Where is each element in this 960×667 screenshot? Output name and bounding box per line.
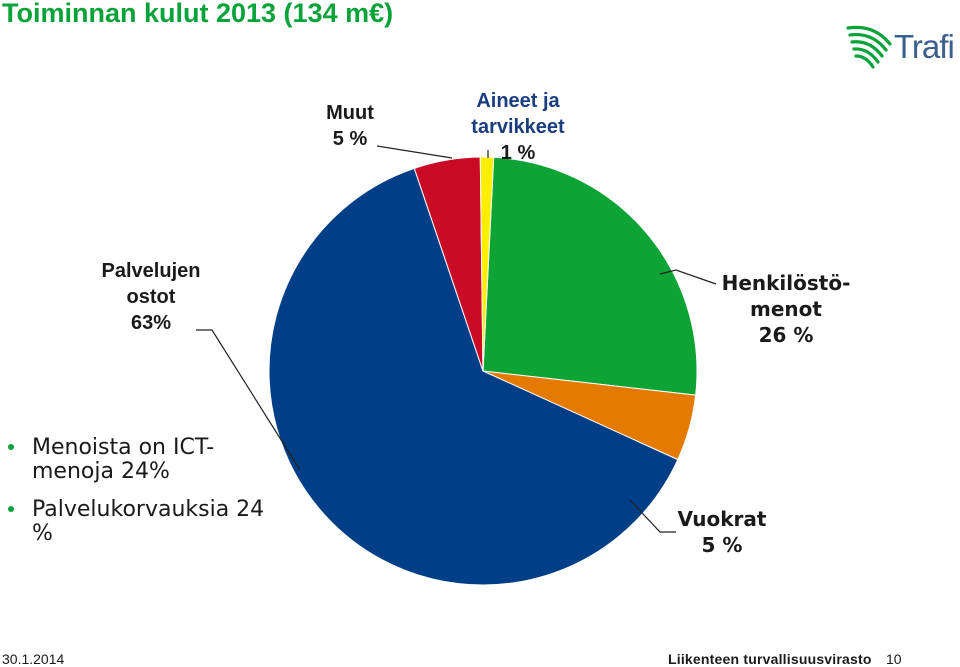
leader-palvelujen (196, 329, 301, 471)
leader-vuokrat (629, 499, 676, 533)
label-palvelujen-name-2: ostot (126, 286, 176, 308)
bullet-dot-icon (8, 444, 14, 450)
label-palvelujen-value: 63% (130, 312, 172, 334)
label-muut: Muut 5 % (312, 100, 388, 152)
slide-title: Toiminnan kulut 2013 (134 m€) (2, 0, 394, 28)
footer-organization: Liikenteen turvallisuusvirasto (668, 651, 872, 667)
label-aineet: Aineet ja tarvikkeet 1 % (440, 88, 596, 166)
label-aineet-value: 1 % (500, 142, 536, 164)
logo-text: Trafi (894, 28, 955, 65)
label-muut-name: Muut (326, 102, 374, 124)
label-henkilosto-value: 26 % (758, 323, 814, 347)
label-vuokrat: Vuokrat 5 % (668, 506, 776, 558)
trafi-logo: Trafi (846, 22, 960, 72)
label-aineet-name-1: Aineet ja (476, 90, 560, 112)
label-henkilosto-name-2: menot (750, 297, 822, 321)
leader-henkilosto (659, 269, 717, 285)
label-henkilosto-name-1: Henkilöstö- (721, 271, 851, 295)
footer-date: 30.1.2014 (2, 651, 65, 667)
label-palvelujen-name-1: Palvelujen (101, 260, 201, 282)
leader-muut (376, 145, 453, 159)
pie-slice-palvelujen-ostot (268, 167, 679, 586)
footer-page-number: 10 (886, 651, 902, 667)
pie-slice-henkil-st-menot (482, 156, 698, 396)
bullet-list: Menoista on ICT-menoja 24% Palvelukorvau… (8, 436, 268, 560)
bullet-text: Palvelukorvauksia 24 % (32, 497, 265, 546)
label-muut-value: 5 % (332, 128, 368, 150)
label-palvelujen: Palvelujen ostot 63% (88, 258, 214, 336)
label-henkilosto: Henkilöstö- menot 26 % (714, 270, 858, 348)
bullet-text: Menoista on ICT-menoja 24% (32, 435, 215, 484)
bullet-item: Menoista on ICT-menoja 24% (8, 436, 268, 484)
bullet-item: Palvelukorvauksia 24 % (8, 498, 268, 546)
trafi-swoosh-icon (846, 25, 892, 69)
bullet-dot-icon (8, 506, 14, 512)
label-vuokrat-name: Vuokrat (677, 507, 767, 531)
pie-slice-aineet-ja-tarvikkeet (479, 156, 495, 372)
label-vuokrat-value: 5 % (701, 533, 743, 557)
label-aineet-name-2: tarvikkeet (471, 116, 565, 138)
